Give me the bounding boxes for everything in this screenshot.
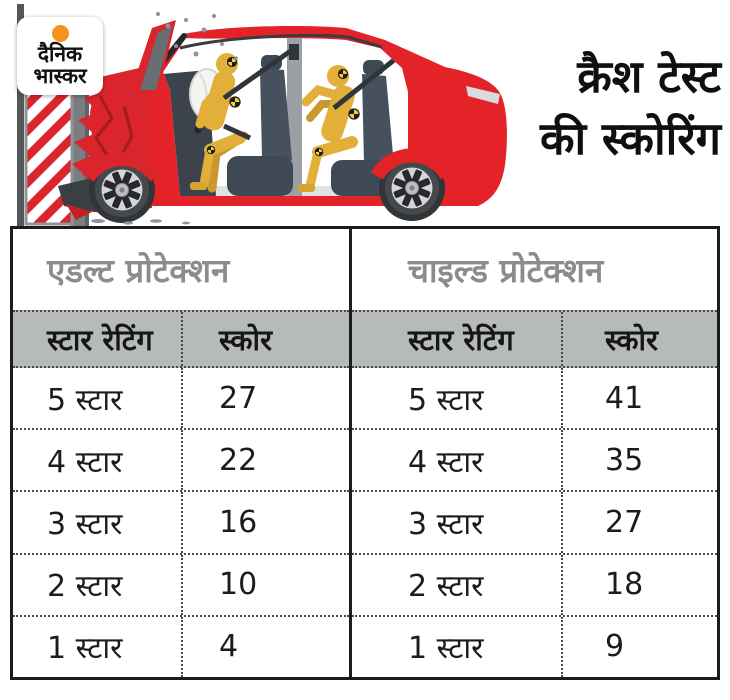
logo-sun-icon — [51, 25, 69, 42]
rating-cell: 5 स्टार — [352, 368, 563, 429]
roof-trim — [179, 34, 383, 50]
score-cell: 4 — [219, 629, 239, 665]
logo-text-line2: भास्कर — [33, 63, 87, 88]
table-row: 3 स्टार 27 — [352, 490, 717, 553]
score-cell: 16 — [219, 505, 258, 540]
crash-car-illustration — [17, 4, 507, 226]
score-cell: 27 — [605, 505, 644, 540]
score-cell: 27 — [219, 380, 258, 416]
table-body: 5 स्टार 41 4 स्टार 35 3 स्टार 27 2 स्टार… — [352, 368, 717, 678]
rating-cell: 3 स्टार — [13, 492, 183, 553]
column-header-star-rating: स्टार रेटिंग — [13, 312, 183, 366]
table-row: 1 स्टार 4 — [13, 614, 349, 678]
debris-particles — [91, 12, 238, 225]
rating-cell: 4 स्टार — [13, 430, 183, 491]
title-line1: क्रैश टेस्ट — [577, 50, 721, 103]
rating-cell: 5 स्टार — [13, 368, 183, 429]
rating-cell: 2 स्टार — [13, 554, 183, 615]
table-row: 5 स्टार 27 — [13, 368, 349, 429]
column-header-score: स्कोर — [605, 322, 658, 357]
rating-cell: 1 स्टार — [13, 616, 183, 678]
column-header-row: स्टार रेटिंग स्कोर — [13, 310, 349, 368]
score-table: एडल्ट प्रोटेक्शन स्टार रेटिंग स्कोर 5 स्… — [10, 226, 720, 680]
score-cell: 9 — [605, 629, 625, 665]
column-header-star-rating: स्टार रेटिंग — [352, 312, 563, 366]
column-header-score: स्कोर — [219, 322, 272, 357]
table-row: 2 स्टार 18 — [352, 552, 717, 615]
table-row: 5 स्टार 41 — [352, 368, 717, 429]
rating-cell: 2 स्टार — [352, 554, 563, 615]
table-body: 5 स्टार 27 4 स्टार 22 3 स्टार 16 2 स्टार… — [13, 368, 349, 678]
page-title: क्रैश टेस्ट की स्कोरिंग — [540, 46, 721, 170]
score-cell: 10 — [219, 567, 258, 603]
child-protection-section: चाइल्ड प्रोटेक्शन स्टार रेटिंग स्कोर 5 स… — [352, 229, 717, 678]
rating-cell: 1 स्टार — [352, 616, 563, 678]
rating-cell: 3 स्टार — [352, 492, 563, 553]
section-title-adult: एडल्ट प्रोटेक्शन — [47, 251, 230, 290]
driver-crash-dummy — [190, 53, 249, 193]
adult-protection-section: एडल्ट प्रोटेक्शन स्टार रेटिंग स्कोर 5 स्… — [13, 229, 352, 678]
rear-fender — [370, 148, 454, 180]
table-row: 4 स्टार 35 — [352, 428, 717, 491]
table-row: 3 स्टार 16 — [13, 490, 349, 553]
table-row: 4 स्टार 22 — [13, 428, 349, 491]
hero-illustration-area: दैनिक भास्कर क्रैश टेस्ट की स्कोरिंग — [0, 0, 730, 226]
table-row: 2 स्टार 10 — [13, 552, 349, 615]
score-cell: 35 — [605, 442, 644, 478]
score-cell: 22 — [219, 442, 258, 478]
logo-text-line1: दैनिक — [37, 42, 83, 66]
section-title-child: चाइल्ड प्रोटेक्शन — [408, 251, 604, 290]
score-cell: 18 — [605, 567, 644, 603]
title-line2: की स्कोरिंग — [540, 112, 721, 166]
seatbelts — [222, 47, 396, 141]
rating-cell: 4 स्टार — [352, 430, 563, 491]
column-header-row: स्टार रेटिंग स्कोर — [352, 310, 717, 368]
table-row: 1 स्टार 9 — [352, 614, 717, 678]
front-fender — [82, 152, 162, 182]
taillight — [466, 86, 500, 104]
dainik-bhaskar-logo: दैनिक भास्कर — [17, 17, 103, 95]
score-cell: 41 — [605, 380, 644, 416]
hood-flap — [130, 20, 176, 94]
